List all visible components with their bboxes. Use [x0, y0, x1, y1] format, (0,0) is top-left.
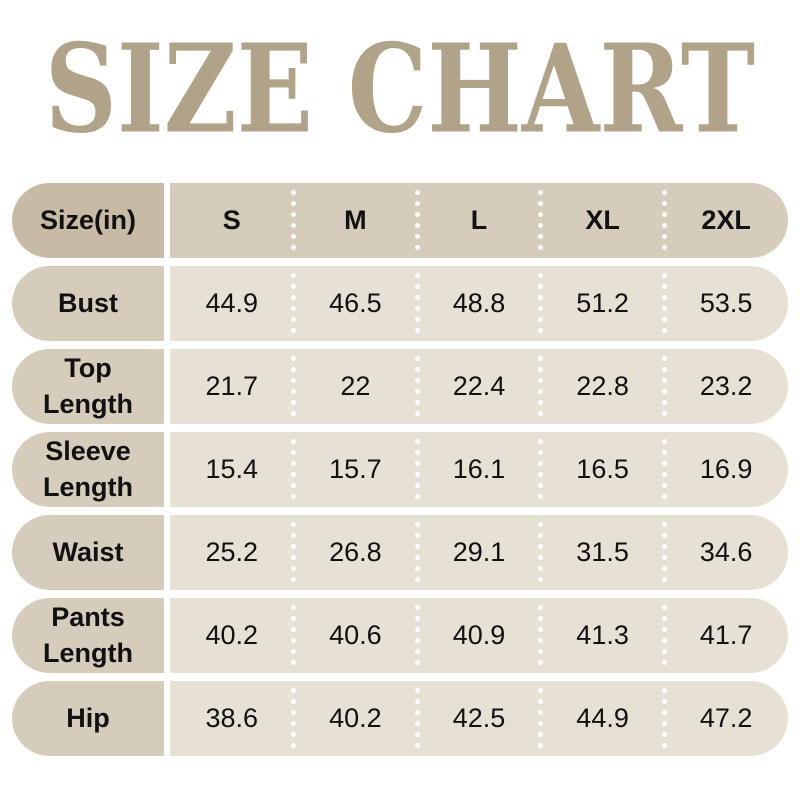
value-cell: 48.8 [414, 266, 541, 341]
column-header: XL [538, 183, 665, 258]
row-label: Waist [12, 515, 164, 590]
row-values: 21.7 22 22.4 22.8 23.2 [170, 349, 788, 424]
table-row: Bust 44.9 46.5 48.8 51.2 53.5 [12, 266, 788, 341]
value-cell: 16.1 [414, 432, 541, 507]
value-cell: 40.2 [291, 681, 418, 756]
value-cell: 51.2 [538, 266, 665, 341]
value-cell: 26.8 [291, 515, 418, 590]
row-label: Size(in) [12, 183, 164, 258]
value-cell: 23.2 [661, 349, 788, 424]
table-row: Waist 25.2 26.8 29.1 31.5 34.6 [12, 515, 788, 590]
value-cell: 16.9 [661, 432, 788, 507]
value-cell: 25.2 [205, 537, 259, 567]
value-cell: 22.8 [538, 349, 665, 424]
row-values: 40.2 40.6 40.9 41.3 41.7 [170, 598, 788, 673]
table-row: Hip 38.6 40.2 42.5 44.9 47.2 [12, 681, 788, 756]
page-title: SIZE CHART [44, 17, 756, 161]
column-header: M [291, 183, 418, 258]
value-cell: 40.9 [414, 598, 541, 673]
row-values: 25.2 26.8 29.1 31.5 34.6 [170, 515, 788, 590]
title-area: SIZE CHART [0, 14, 800, 164]
row-label: Top Length [12, 349, 164, 424]
value-cell: 34.6 [661, 515, 788, 590]
row-label: Bust [12, 266, 164, 341]
row-values: S M L XL 2XL [170, 183, 788, 258]
value-cell: 22 [291, 349, 418, 424]
value-cell: 46.5 [291, 266, 418, 341]
size-chart-table: Size(in) S M L XL 2XL Bust 44.9 46.5 48.8 51.2 5… [12, 183, 788, 756]
column-header: S [222, 205, 241, 235]
row-values: 44.9 46.5 48.8 51.2 53.5 [170, 266, 788, 341]
value-cell: 38.6 [205, 703, 259, 733]
row-label: Sleeve Length [12, 432, 164, 507]
row-values: 38.6 40.2 42.5 44.9 47.2 [170, 681, 788, 756]
value-cell: 15.7 [291, 432, 418, 507]
value-cell: 44.9 [205, 288, 259, 318]
column-header: L [414, 183, 541, 258]
value-cell: 16.5 [538, 432, 665, 507]
row-values: 15.4 15.7 16.1 16.5 16.9 [170, 432, 788, 507]
value-cell: 44.9 [538, 681, 665, 756]
value-cell: 22.4 [414, 349, 541, 424]
table-row: Sleeve Length 15.4 15.7 16.1 16.5 16.9 [12, 432, 788, 507]
value-cell: 42.5 [414, 681, 541, 756]
table-row: Pants Length 40.2 40.6 40.9 41.3 41.7 [12, 598, 788, 673]
table-row: Size(in) S M L XL 2XL [12, 183, 788, 258]
column-header: 2XL [661, 183, 788, 258]
table-row: Top Length 21.7 22 22.4 22.8 23.2 [12, 349, 788, 424]
value-cell: 31.5 [538, 515, 665, 590]
value-cell: 40.6 [291, 598, 418, 673]
value-cell: 29.1 [414, 515, 541, 590]
value-cell: 15.4 [205, 454, 259, 484]
row-label: Pants Length [12, 598, 164, 673]
value-cell: 41.7 [661, 598, 788, 673]
row-label: Hip [12, 681, 164, 756]
value-cell: 40.2 [205, 620, 259, 650]
value-cell: 47.2 [661, 681, 788, 756]
value-cell: 41.3 [538, 598, 665, 673]
value-cell: 21.7 [205, 371, 259, 401]
value-cell: 53.5 [661, 266, 788, 341]
